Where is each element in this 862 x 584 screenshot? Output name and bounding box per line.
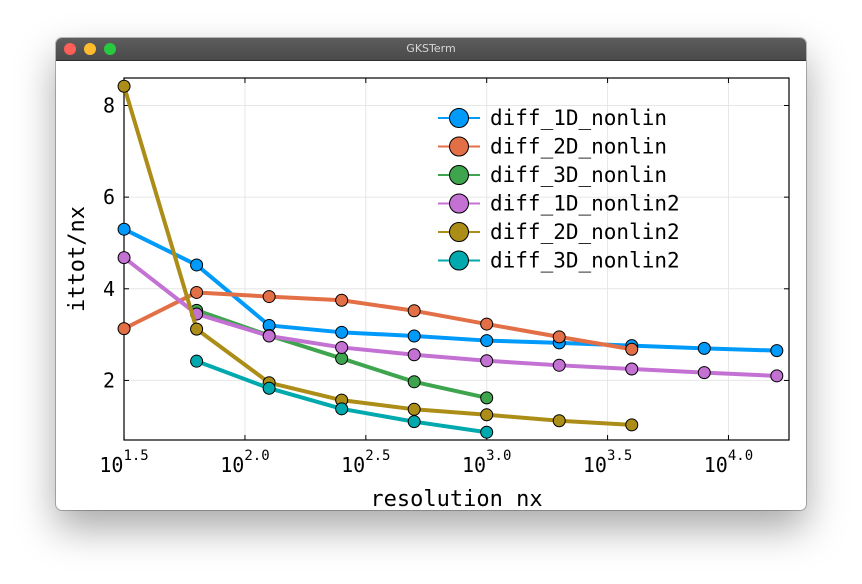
data-point <box>625 342 639 356</box>
data-point <box>480 425 494 439</box>
legend-marker <box>449 193 469 214</box>
data-point <box>480 334 494 348</box>
series-line-diff_2D_nonlin2 <box>122 84 634 427</box>
legend-marker <box>449 108 469 128</box>
data-point <box>190 258 204 272</box>
x-tick-label: 103.5 <box>583 448 632 477</box>
data-point <box>335 325 349 339</box>
data-point <box>117 222 131 236</box>
data-point <box>770 369 784 383</box>
data-point <box>407 402 421 416</box>
data-point <box>480 354 494 368</box>
y-tick-label: 2 <box>103 368 115 392</box>
legend-label: diff_1D_nonlin <box>490 106 667 130</box>
legend-label: diff_3D_nonlin2 <box>490 249 680 273</box>
x-tick-label: 102.0 <box>220 448 269 477</box>
zoom-button[interactable] <box>104 43 116 55</box>
legend-marker <box>449 165 469 185</box>
data-point <box>262 290 276 304</box>
legend-label: diff_2D_nonlin <box>490 135 667 159</box>
x-tick-label: 101.5 <box>99 448 148 477</box>
legend-marker <box>449 136 469 157</box>
data-point <box>552 414 566 428</box>
x-tick-label: 103.0 <box>462 448 511 477</box>
legend: diff_1D_nonlin diff_2D_nonlin diff_3D_nonl… <box>438 106 680 273</box>
y-tick-label: 8 <box>103 93 115 117</box>
data-point <box>625 362 639 376</box>
data-point <box>552 358 566 372</box>
y-axis-label: ittot/nx <box>65 206 90 312</box>
data-point <box>335 402 349 416</box>
x-axis-label: resolution nx <box>370 487 542 510</box>
data-point <box>190 354 204 368</box>
legend-label: diff_2D_nonlin2 <box>490 220 680 244</box>
data-point <box>407 415 421 429</box>
data-point <box>262 381 276 395</box>
data-point <box>480 408 494 422</box>
window-titlebar[interactable]: GKSTerm <box>56 38 806 61</box>
x-tick-label: 102.5 <box>341 448 390 477</box>
data-point <box>262 329 276 343</box>
line-chart: 101.5 102.0 102.5 103.0 103.5 104.0 2 4 6 8 resolu… <box>65 77 790 510</box>
data-point <box>625 418 639 432</box>
legend-label: diff_1D_nonlin2 <box>490 192 680 216</box>
data-point <box>407 304 421 318</box>
legend-marker <box>449 222 469 242</box>
series-line-diff_1D_nonlin <box>122 227 779 353</box>
data-point <box>117 251 131 265</box>
series-diff_2D_nonlin <box>117 285 639 356</box>
data-point <box>117 79 131 93</box>
window-title: GKSTerm <box>406 42 456 55</box>
series-diff_1D_nonlin2 <box>117 251 784 383</box>
data-point <box>335 293 349 307</box>
gks-window: GKSTerm 101.5 102.0 102.5 103.0 103.5 104.0 2 4… <box>56 38 806 510</box>
data-point <box>480 391 494 405</box>
data-point <box>335 351 349 365</box>
legend-label: diff_3D_nonlin <box>490 163 667 187</box>
data-point <box>480 317 494 331</box>
data-point <box>407 375 421 389</box>
close-button[interactable] <box>64 43 76 55</box>
series-line-diff_2D_nonlin <box>122 290 634 352</box>
series-diff_1D_nonlin <box>117 222 784 358</box>
data-point <box>335 340 349 354</box>
legend-marker <box>449 250 469 271</box>
minimize-button[interactable] <box>84 43 96 55</box>
data-point <box>552 330 566 344</box>
data-point <box>697 366 711 380</box>
data-point <box>697 341 711 355</box>
data-point <box>117 322 131 336</box>
y-tick-label: 4 <box>103 277 115 301</box>
series-diff_3D_nonlin <box>190 303 494 405</box>
data-point <box>190 285 204 299</box>
data-point <box>770 344 784 358</box>
x-tick-label: 104.0 <box>704 448 753 477</box>
data-point <box>190 322 204 336</box>
data-point <box>407 348 421 362</box>
data-point <box>407 329 421 343</box>
y-tick-label: 6 <box>103 185 115 209</box>
series-line-diff_1D_nonlin2 <box>122 255 779 378</box>
grid-lines <box>123 78 789 440</box>
series-diff_3D_nonlin2 <box>190 354 494 439</box>
